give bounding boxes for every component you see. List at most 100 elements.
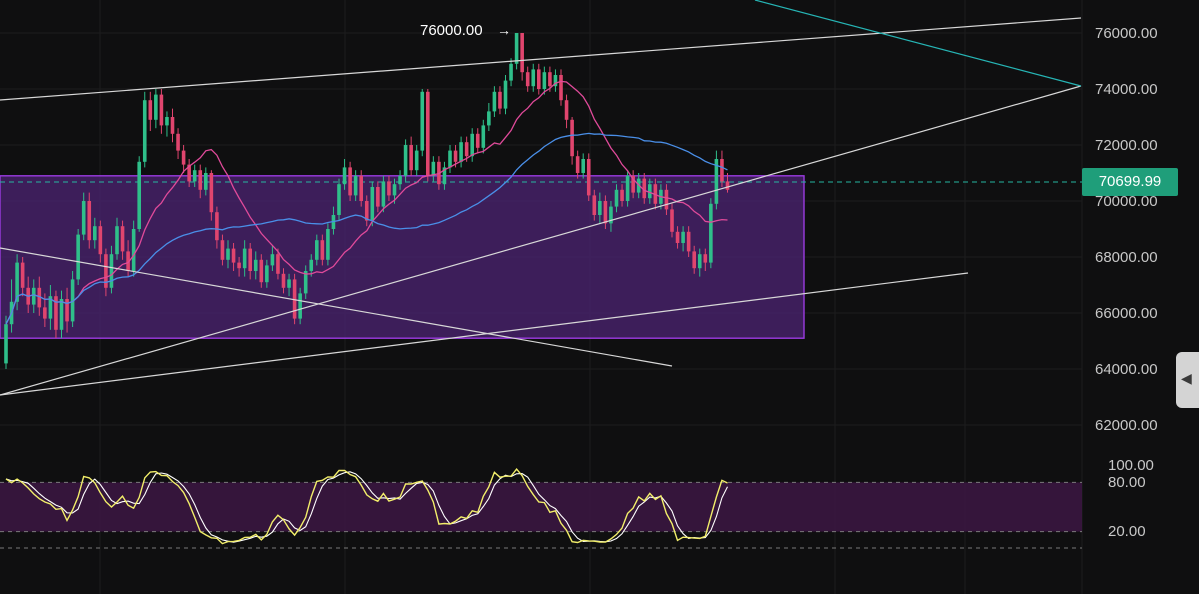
candle-body — [426, 91, 430, 176]
candle-body — [614, 189, 619, 207]
candle-body — [481, 125, 486, 148]
candle-body — [670, 209, 674, 232]
candle-body — [697, 254, 702, 269]
candle-body — [81, 201, 86, 235]
candle-body — [492, 91, 497, 112]
candle-body — [681, 231, 685, 243]
candle-body — [514, 33, 519, 64]
candle-body — [37, 287, 42, 308]
candle-body — [231, 248, 236, 263]
candle-body — [581, 159, 585, 173]
candle-body — [242, 248, 247, 269]
candle-body — [692, 251, 696, 269]
price-tick-label: 70000.00 — [1095, 193, 1158, 210]
candle-body — [209, 173, 214, 213]
candle-body — [303, 271, 308, 294]
candle-body — [570, 119, 574, 157]
candle-body — [281, 273, 286, 288]
candle-body — [292, 279, 297, 319]
candle-body — [120, 226, 125, 252]
candle-body — [598, 201, 602, 215]
candle-body — [43, 307, 47, 319]
candle-body — [165, 117, 169, 126]
price-tick-label: 72000.00 — [1095, 137, 1158, 154]
candle-body — [487, 111, 491, 126]
stochastic-band — [0, 482, 1082, 532]
candle-body — [464, 142, 469, 157]
chevron-left-icon: ◀ — [1181, 370, 1192, 386]
candle-body — [15, 262, 19, 302]
candle-body — [326, 229, 330, 260]
candle-body — [548, 72, 552, 87]
trend-lines — [0, 0, 1082, 396]
price-tick-label: 62000.00 — [1095, 417, 1158, 434]
candle-body — [198, 170, 203, 190]
candle-body — [31, 287, 36, 305]
candlestick-series — [4, 33, 730, 369]
candle-body — [664, 189, 669, 210]
candle-body — [531, 69, 536, 87]
candle-body — [48, 296, 53, 319]
candle-body — [459, 142, 463, 162]
candle-body — [620, 189, 624, 201]
stochastic-tick-label: 80.00 — [1108, 474, 1146, 491]
stochastic-tick-label: 100.00 — [1108, 457, 1154, 474]
candle-body — [398, 175, 402, 185]
candle-body — [553, 75, 558, 87]
candle-body — [170, 117, 175, 134]
trend-line — [0, 17, 1082, 101]
candle-body — [315, 240, 319, 260]
candle-body — [253, 259, 258, 271]
trend-line — [0, 85, 1082, 396]
candle-body — [442, 167, 447, 185]
scroll-handle[interactable]: ◀ — [1176, 352, 1199, 408]
candle-body — [87, 201, 92, 241]
candle-body — [359, 175, 363, 201]
candle-body — [159, 94, 164, 126]
candle-body — [54, 296, 58, 330]
candle-body — [559, 75, 563, 101]
candle-body — [631, 175, 635, 193]
candle-body — [564, 100, 569, 120]
candle-body — [154, 94, 158, 120]
candle-body — [131, 229, 136, 271]
candle-body — [98, 226, 103, 255]
stochastic-tick-label: 20.00 — [1108, 523, 1146, 540]
candle-body — [525, 72, 530, 87]
candle-body — [703, 254, 708, 263]
candle-body — [387, 181, 391, 196]
stochastic-k-line — [5, 467, 728, 545]
candle-body — [414, 150, 419, 171]
candle-body — [309, 259, 314, 271]
moving-average-long — [5, 132, 728, 325]
candle-body — [381, 181, 386, 207]
candle-body — [4, 324, 8, 364]
candle-body — [675, 231, 680, 243]
current-price-tag: 70699.99 — [1082, 168, 1178, 196]
candle-body — [575, 156, 580, 173]
candle-body — [470, 133, 474, 157]
arrow-right-icon: → — [497, 22, 511, 38]
candle-body — [448, 150, 452, 168]
stochastic-panel — [0, 467, 1082, 549]
candle-body — [376, 187, 380, 207]
candle-body — [586, 159, 591, 196]
candle-body — [625, 175, 630, 201]
candle-body — [342, 167, 347, 185]
candle-body — [220, 240, 225, 260]
candle-body — [265, 265, 269, 283]
candle-body — [609, 206, 613, 224]
trend-line — [0, 247, 673, 367]
candle-body — [603, 201, 608, 224]
candle-body — [509, 63, 513, 81]
candle-body — [20, 262, 25, 288]
candle-body — [93, 226, 97, 241]
candle-body — [709, 203, 713, 263]
moving-averages — [5, 80, 728, 325]
candle-body — [714, 159, 719, 204]
candle-body — [537, 69, 541, 89]
candle-body — [204, 173, 208, 190]
candle-body — [76, 234, 80, 280]
candle-body — [176, 133, 180, 151]
